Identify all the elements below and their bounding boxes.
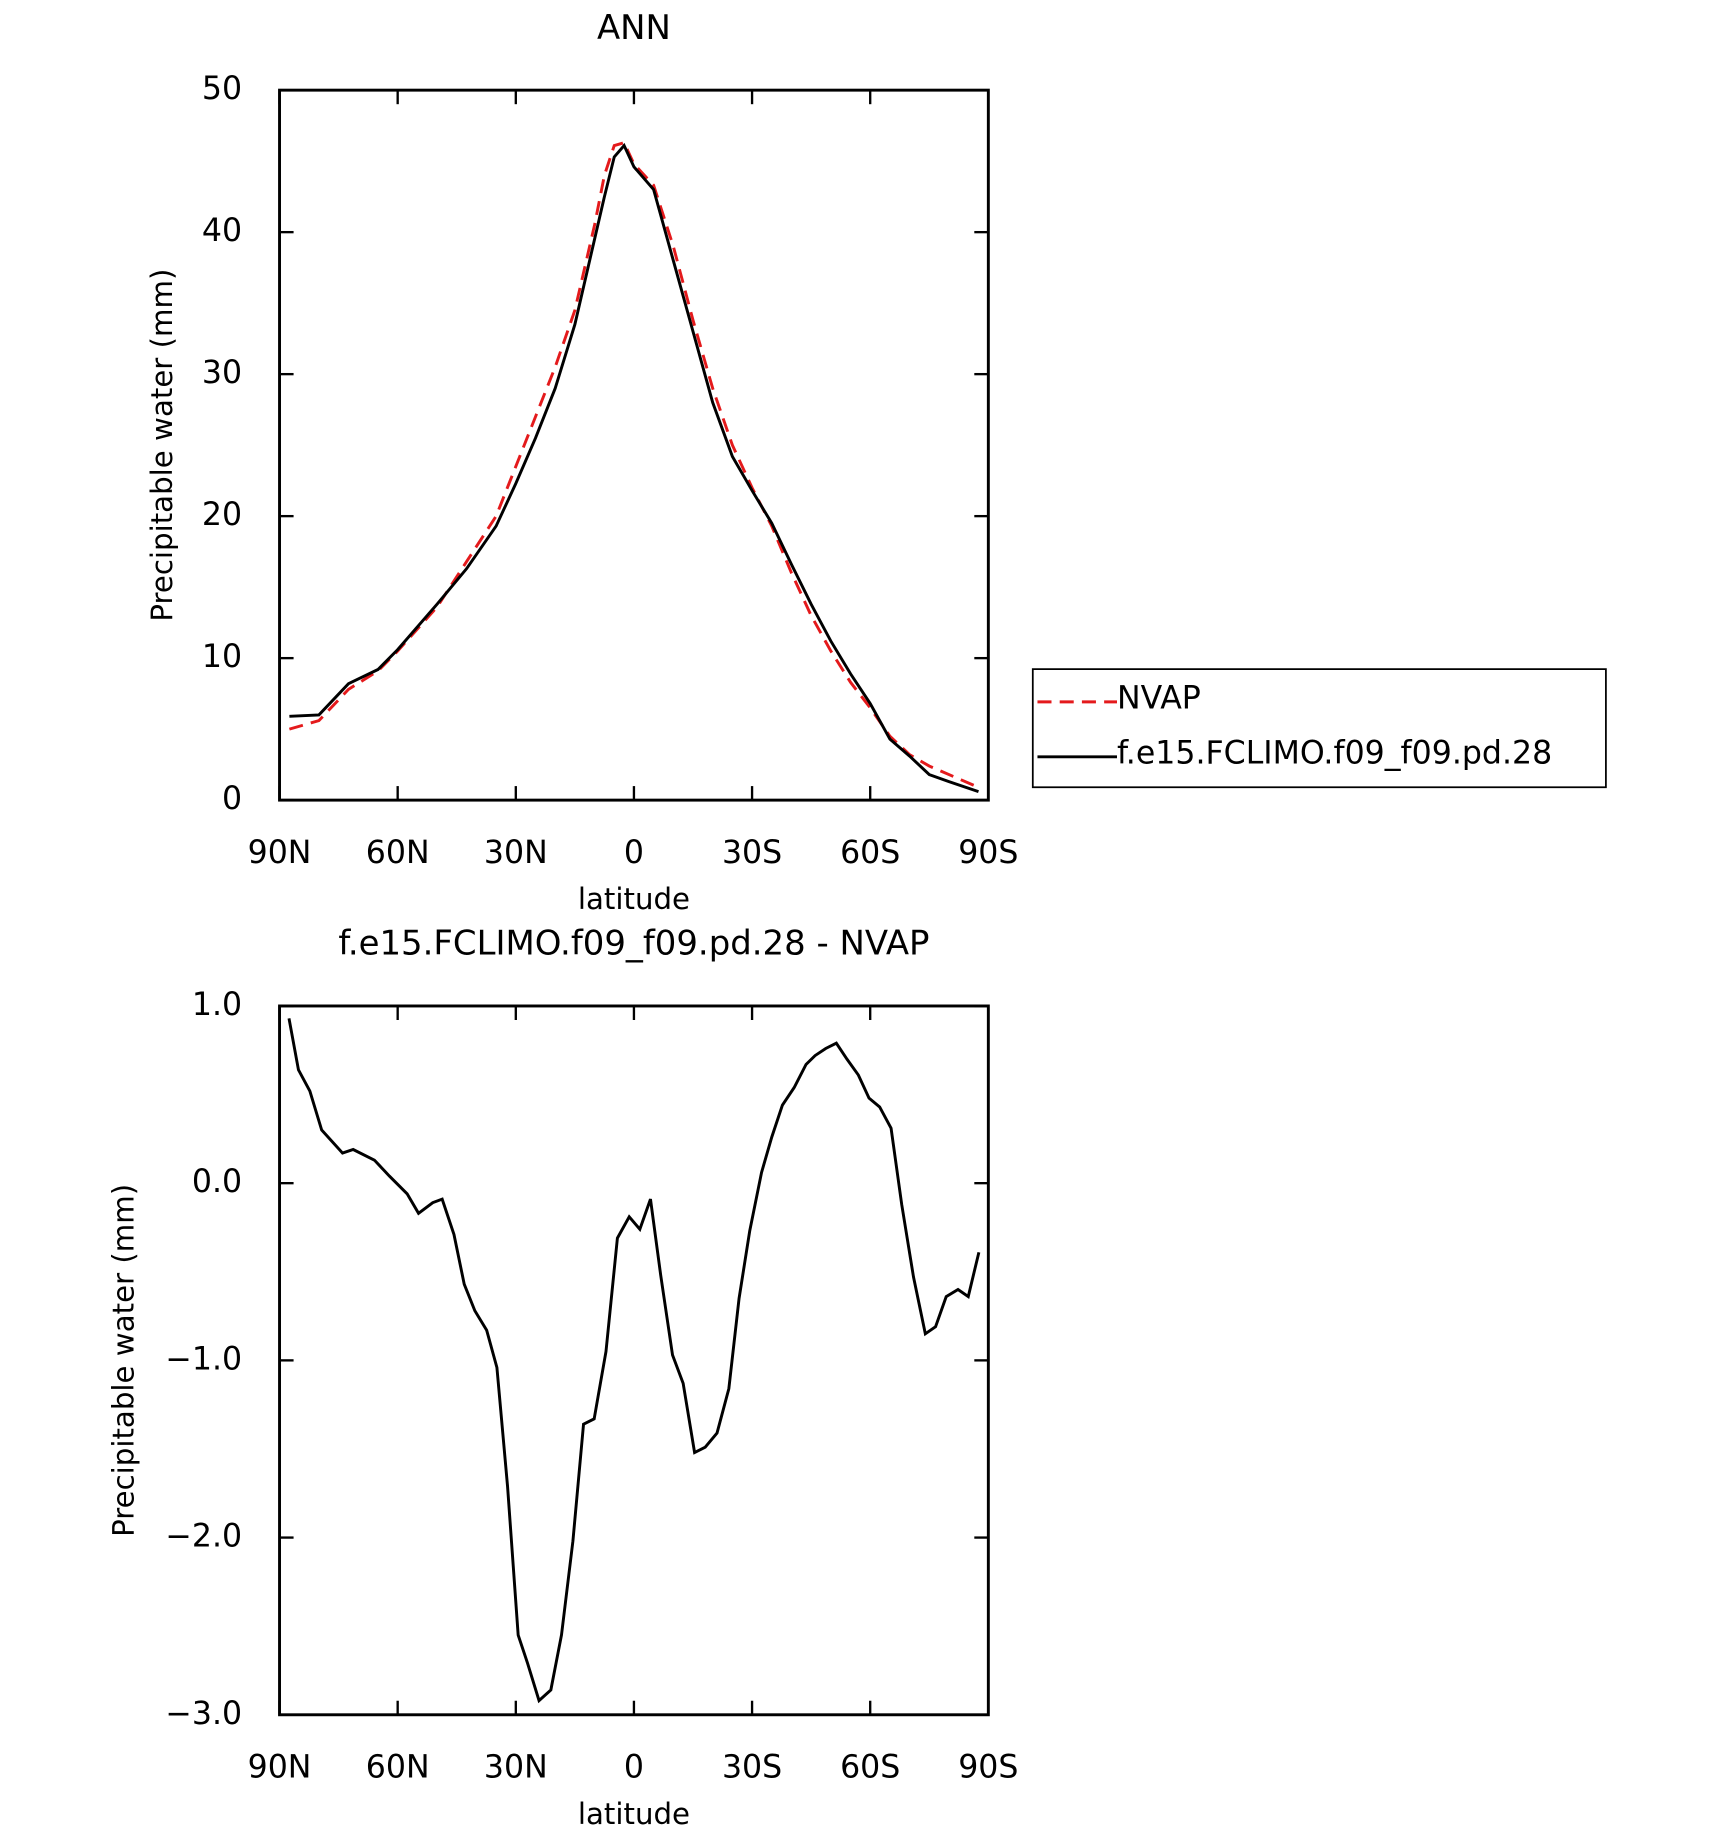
plot-frame	[278, 88, 990, 802]
y-tick-label: 10	[202, 639, 242, 675]
x-tick-label: 90S	[958, 835, 1018, 871]
plot-frame	[278, 1004, 990, 1717]
x-tick-label: 0	[624, 1750, 644, 1786]
x-tick-label: 90N	[248, 1750, 312, 1786]
legend-label: f.e15.FCLIMO.f09_f09.pd.28	[1117, 736, 1552, 772]
y-tick-label: 1.0	[192, 987, 242, 1023]
y-tick-label: 20	[202, 497, 242, 533]
x-axis-label: latitude	[578, 882, 690, 916]
legend-label: NVAP	[1117, 681, 1201, 717]
y-tick-label: −1.0	[165, 1341, 242, 1377]
chart-title: ANN	[597, 8, 671, 47]
x-tick-label: 60N	[366, 835, 430, 871]
data-line	[288, 140, 980, 789]
data-line	[287, 1018, 981, 1704]
y-tick-label: 50	[202, 71, 242, 107]
data-line	[289, 142, 979, 793]
x-tick-label: 30S	[722, 835, 782, 871]
y-tick-label: −2.0	[165, 1519, 242, 1555]
x-tick-label: 60S	[840, 835, 900, 871]
y-tick-label: 40	[202, 213, 242, 249]
chart-title: f.e15.FCLIMO.f09_f09.pd.28 - NVAP	[338, 924, 929, 963]
y-tick-label: 0	[222, 781, 242, 817]
y-tick-label: 0.0	[192, 1164, 242, 1200]
x-tick-label: 0	[624, 835, 644, 871]
x-tick-label: 30S	[722, 1750, 782, 1786]
x-tick-label: 90N	[248, 835, 312, 871]
x-tick-label: 60S	[840, 1750, 900, 1786]
x-tick-label: 30N	[484, 1750, 548, 1786]
legend-box	[1031, 668, 1607, 789]
x-tick-label: 60N	[366, 1750, 430, 1786]
y-axis-label: Precipitable water (mm)	[107, 1184, 141, 1537]
x-axis-label: latitude	[578, 1797, 690, 1831]
x-tick-label: 90S	[958, 1750, 1018, 1786]
y-axis-label: Precipitable water (mm)	[145, 269, 179, 622]
x-tick-label: 30N	[484, 835, 548, 871]
y-tick-label: −3.0	[165, 1696, 242, 1732]
y-tick-label: 30	[202, 355, 242, 391]
